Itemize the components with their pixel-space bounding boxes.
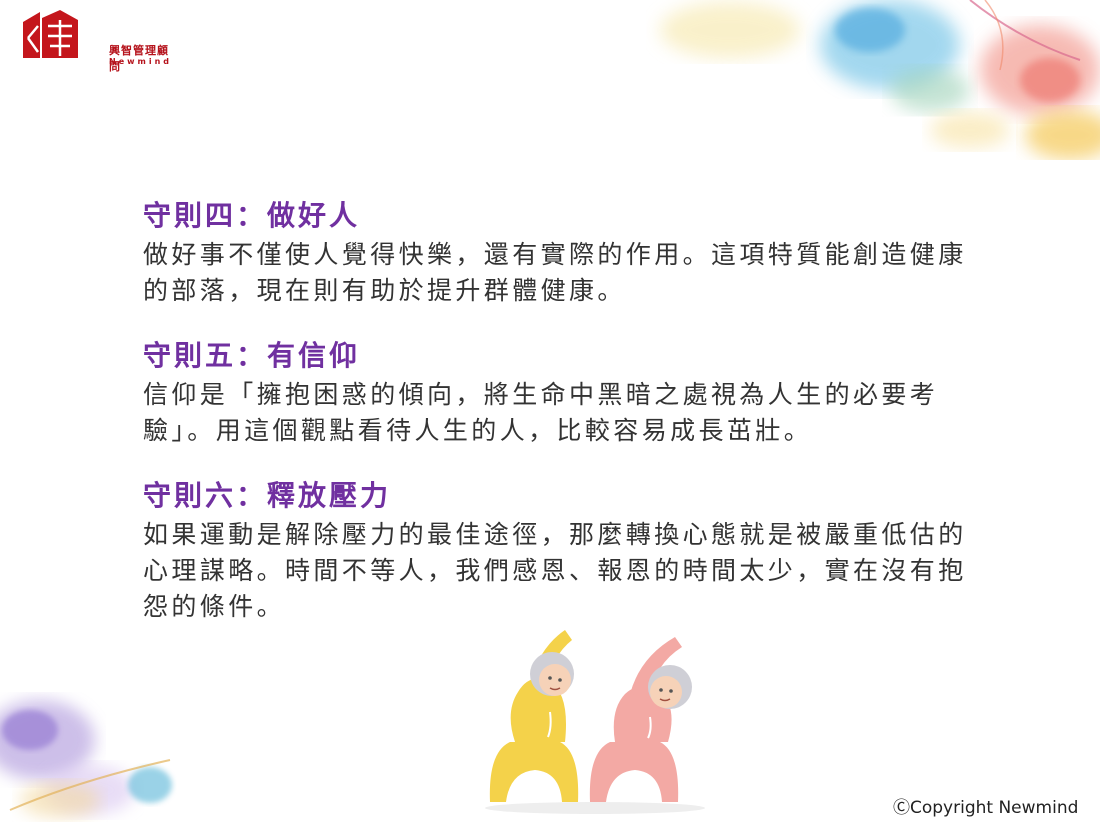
logo-chinese-name: 興智管理顧問 [109,44,169,73]
rules-content: 守則四：做好人 做好事不僅使人覺得快樂，還有實際的作用。這項特質能創造健康的部落… [143,195,973,651]
copyright-notice: ⒸCopyright Newmind [893,798,1079,818]
watercolor-decoration-top [660,0,1100,160]
elderly-woman-yellow-figure [489,630,579,802]
rule-section: 守則六：釋放壓力 如果運動是解除壓力的最佳途徑，那麼轉換心態就是被嚴重低估的心理… [143,475,973,625]
rule-body: 做好事不僅使人覺得快樂，還有實際的作用。這項特質能創造健康的部落，現在則有助於提… [143,240,967,305]
brand-logo: 興智管理顧問 Newmind [20,8,180,73]
rule-body: 如果運動是解除壓力的最佳途徑，那麼轉換心態就是被嚴重低估的心理謀略。時間不等人，… [143,520,967,621]
rule-body: 信仰是「擁抱困惑的傾向，將生命中黑暗之處視為人生的必要考驗」。用這個觀點看待人生… [143,380,939,445]
elderly-stretching-illustration [485,630,705,814]
rule-section: 守則五：有信仰 信仰是「擁抱困惑的傾向，將生命中黑暗之處視為人生的必要考驗」。用… [143,335,973,449]
logo-english-name: Newmind [109,57,173,66]
logo-mark-icon [20,8,82,62]
rule-title: 守則四：做好人 [143,199,361,232]
rule-title: 守則五：有信仰 [143,339,361,372]
rule-title: 守則六：釋放壓力 [143,479,392,512]
elderly-man-pink-figure [589,637,692,802]
watercolor-decoration-bottom [0,700,172,818]
rule-section: 守則四：做好人 做好事不僅使人覺得快樂，還有實際的作用。這項特質能創造健康的部落… [143,195,973,309]
